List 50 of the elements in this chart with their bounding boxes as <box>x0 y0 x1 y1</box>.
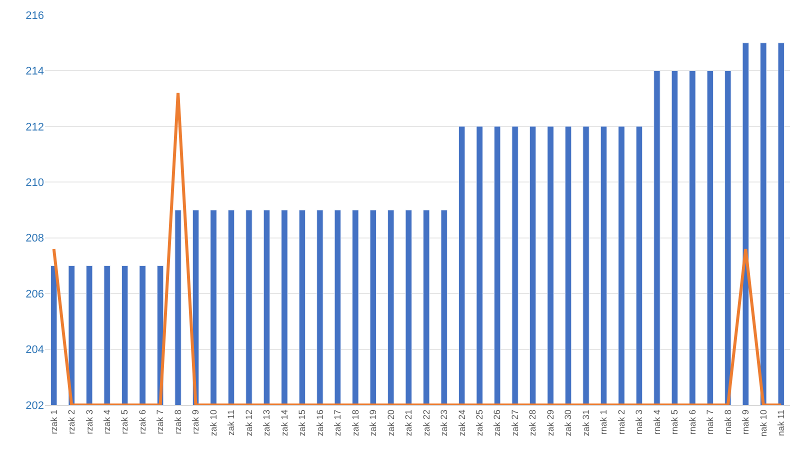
x-tick-label: zak 28 <box>528 410 538 436</box>
y-tick-label: 208 <box>26 232 44 245</box>
y-tick-label: 202 <box>26 400 44 412</box>
y-tick-label: 214 <box>26 66 44 78</box>
x-tick-label: rnak 3 <box>634 410 644 435</box>
x-tick-label: zak 26 <box>492 410 502 436</box>
x-tick-label: zak 11 <box>226 410 236 436</box>
x-tick-label: zak 21 <box>404 410 414 436</box>
y-tick-label: 204 <box>26 344 44 356</box>
x-tick-label: rzak 4 <box>102 410 112 434</box>
x-tick-label: rnak 9 <box>740 410 751 435</box>
x-tick-label: zak 22 <box>421 410 432 436</box>
x-tick-label: rzak 3 <box>84 410 94 434</box>
y-tick-label: 212 <box>26 121 44 134</box>
x-tick-label: rzak 7 <box>155 410 166 434</box>
x-tick-label: rzak 8 <box>172 410 183 434</box>
x-tick-label: rnak 2 <box>616 410 626 435</box>
x-tick-label: rnak 7 <box>705 410 716 435</box>
x-tick-label: zak 12 <box>244 410 254 436</box>
y-tick-label: 216 <box>26 10 44 22</box>
x-tick-label: zak 20 <box>386 410 396 436</box>
x-tick-label: zak 10 <box>208 410 218 436</box>
x-tick-label: zak 25 <box>474 410 485 436</box>
x-tick-label: rzak 6 <box>137 410 148 434</box>
y-tick-label: 210 <box>26 176 44 189</box>
x-tick-label: rnak 6 <box>687 410 698 435</box>
x-tick-label: zak 19 <box>368 410 378 436</box>
x-tick-label: rzak 2 <box>66 410 77 434</box>
x-tick-label: zak 18 <box>350 410 360 436</box>
x-tick-label: zak 16 <box>314 410 325 436</box>
x-tick-label: rzak 1 <box>48 410 59 434</box>
x-tick-label: rnak 4 <box>652 410 662 435</box>
x-tick-label: zak 30 <box>563 410 574 436</box>
x-tick-label: zak 24 <box>456 410 467 436</box>
x-tick-label: nak 11 <box>776 410 786 436</box>
x-tick-label: zak 13 <box>262 410 272 436</box>
x-tick-label: zak 27 <box>510 410 520 436</box>
x-tick-label: zak 14 <box>279 410 290 436</box>
x-tick-label: rnak 1 <box>598 410 609 435</box>
x-tick-label: rnak 5 <box>670 410 680 435</box>
x-tick-label: zak 29 <box>545 410 556 436</box>
x-tick-label: rzak 5 <box>120 410 130 434</box>
x-tick-label: zak 15 <box>297 410 308 436</box>
x-tick-label: rnak 8 <box>722 410 733 435</box>
x-tick-label: rzak 9 <box>190 410 201 434</box>
y-tick-label: 206 <box>26 288 44 300</box>
x-tick-label: zak 17 <box>332 410 343 436</box>
x-tick-label: nak 10 <box>758 410 768 437</box>
x-tick-label: zak 31 <box>580 410 591 436</box>
x-tick-label: zak 23 <box>439 410 450 436</box>
